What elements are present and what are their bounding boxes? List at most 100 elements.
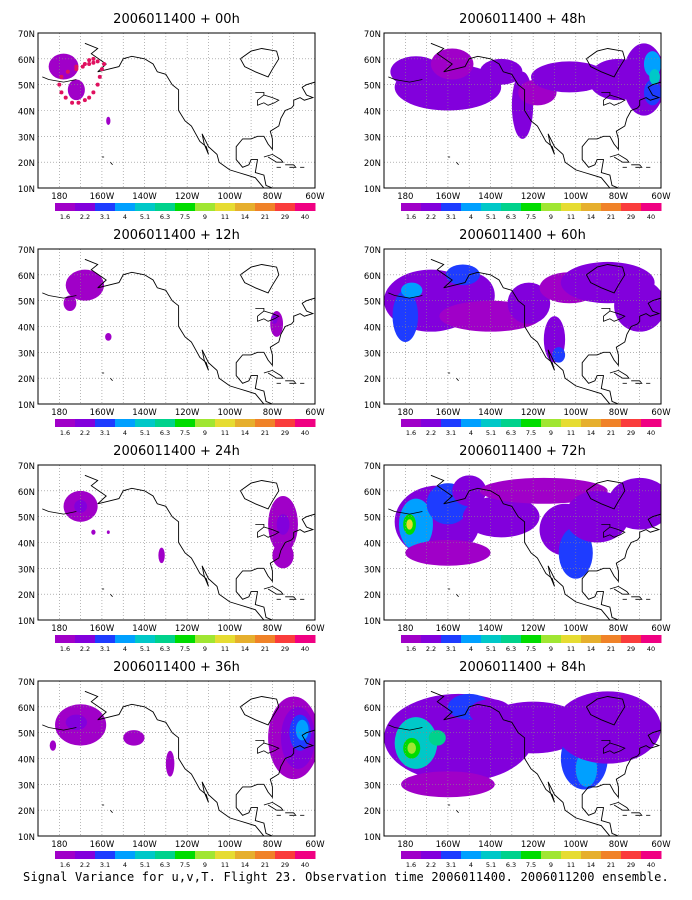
great-lakes [601,307,626,322]
longitude-label: 120W [521,408,546,418]
colorbar-swatch [295,851,316,859]
colorbar-label: 7.5 [180,213,190,221]
colorbar-label: 40 [301,429,309,437]
longitude-label: 120W [521,192,546,202]
colorbar-label: 3.1 [100,861,110,869]
latitude-label: 30N [18,349,35,359]
island [456,377,459,382]
colorbar-label: 3.1 [100,213,110,221]
hudson-bay [240,696,280,726]
colorbar-swatch [195,635,216,643]
latitude-label: 40N [18,108,35,118]
colorbar-label: 7.5 [526,861,536,869]
observation-point [91,56,96,61]
panel-inner [384,249,661,404]
island [285,596,297,600]
colorbar-swatch [481,419,502,427]
colorbar-label: 40 [301,645,309,653]
longitude-label: 60W [651,624,671,634]
colorbar-label: 4 [123,429,127,437]
latitude-label: 60N [364,56,381,66]
hudson-bay [586,48,626,78]
colorbar-label: 1.6 [406,645,416,653]
colorbar-swatch [55,203,76,211]
island [110,161,113,166]
colorbar-swatch [621,419,642,427]
variance-contour [552,347,566,363]
latitude-label: 60N [364,704,381,714]
colorbar-label: 2.2 [426,213,436,221]
latitude-label: 30N [364,133,381,143]
colorbar-label: 5.1 [486,429,496,437]
island [110,377,113,382]
colorbar-swatch [421,203,442,211]
colorbar-label: 1.6 [60,645,70,653]
colorbar-swatch [135,851,156,859]
latitude-label: 50N [364,82,381,92]
latitude-label: 20N [18,159,35,169]
colorbar-swatch [641,419,662,427]
panel-title: 2006011400 + 84h [459,660,586,675]
colorbar-label: 11 [221,861,229,869]
panel-inner [384,465,661,620]
colorbar-swatch [601,851,622,859]
island [631,380,643,384]
hudson-bay [240,264,280,294]
colorbar-swatch [75,203,96,211]
observation-point [74,64,79,69]
longitude-label: 60W [305,840,325,850]
hudson-bay [240,48,280,78]
colorbar-swatch [235,635,256,643]
observation-point [57,82,62,87]
variance-contour [406,519,413,530]
colorbar-label: 4 [469,645,473,653]
latitude-label: 30N [364,565,381,575]
latitude-label: 50N [364,730,381,740]
observation-point [87,95,92,100]
colorbar-swatch [195,203,216,211]
colorbar-label: 29 [627,213,635,221]
observation-point [91,60,96,65]
colorbar-swatch [195,851,216,859]
variance-contour [158,547,165,564]
great-lakes [255,524,280,538]
colorbar-swatch [195,419,216,427]
colorbar-label: 6.3 [160,429,170,437]
observation-point [87,58,92,63]
colorbar-swatch [581,851,602,859]
colorbar-swatch [55,419,76,427]
colorbar-swatch [135,419,156,427]
colorbar-label: 9 [549,861,553,869]
latitude-label: 10N [18,401,35,411]
colorbar-label: 29 [281,429,289,437]
variance-contour [614,280,661,332]
longitude-label: 140W [478,408,503,418]
colorbar-label: 14 [587,861,595,869]
great-lakes [601,740,626,754]
latitude-label: 10N [18,185,35,195]
colorbar-label: 9 [203,429,207,437]
longitude-label: 60W [651,840,671,850]
longitude-label: 120W [175,624,200,634]
panel-frame [383,32,662,189]
longitude-label: 120W [521,624,546,634]
panel-title: 2006011400 + 12h [113,228,240,243]
latitude-label: 70N [18,678,35,688]
great-lakes [601,524,626,538]
colorbar-label: 9 [203,213,207,221]
colorbar-label: 29 [627,645,635,653]
colorbar-label: 21 [261,645,269,653]
variance-contour [106,530,110,534]
colorbar-label: 2.2 [80,429,90,437]
variance-contour [272,542,294,569]
colorbar-swatch [461,635,482,643]
latitude-label: 20N [364,375,381,385]
colorbar-label: 3.1 [100,429,110,437]
island [631,596,643,600]
colorbar-label: 7.5 [526,429,536,437]
colorbar-label: 1.6 [406,429,416,437]
longitude-label: 100W [563,408,588,418]
colorbar-swatch [541,203,562,211]
colorbar-swatch [521,851,542,859]
colorbar-swatch [155,419,176,427]
